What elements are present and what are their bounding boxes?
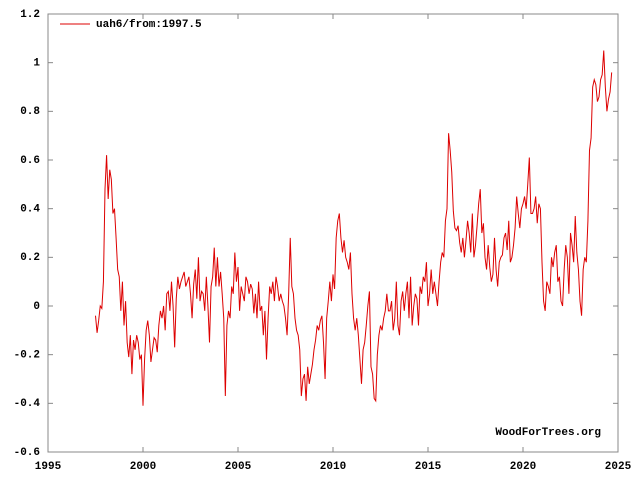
x-tick-label: 1995 xyxy=(35,461,62,473)
x-tick-label: 2015 xyxy=(415,461,442,473)
y-tick-label: 1 xyxy=(33,58,40,70)
y-tick-label: 0.4 xyxy=(20,204,40,216)
y-tick-label: 0.6 xyxy=(20,155,40,167)
y-tick-label: -0.2 xyxy=(14,350,40,362)
x-tick-label: 2000 xyxy=(130,461,156,473)
y-tick-label: -0.4 xyxy=(14,398,41,410)
plot-frame xyxy=(47,13,619,453)
x-tick-label: 2025 xyxy=(605,461,632,473)
x-tick-label: 2020 xyxy=(510,461,536,473)
data-line xyxy=(95,50,613,406)
y-tick-label: 0.2 xyxy=(20,252,40,264)
x-tick-label: 2005 xyxy=(225,461,252,473)
y-tick-label: -0.6 xyxy=(14,447,40,459)
x-tick-label: 2010 xyxy=(320,461,346,473)
y-tick-label: 0.8 xyxy=(20,106,40,118)
y-tick-label: 1.2 xyxy=(20,9,40,21)
legend-label: uah6/from:1997.5 xyxy=(96,19,202,31)
y-tick-label: 0 xyxy=(33,301,40,313)
annotation: WoodForTrees.org xyxy=(495,427,601,439)
